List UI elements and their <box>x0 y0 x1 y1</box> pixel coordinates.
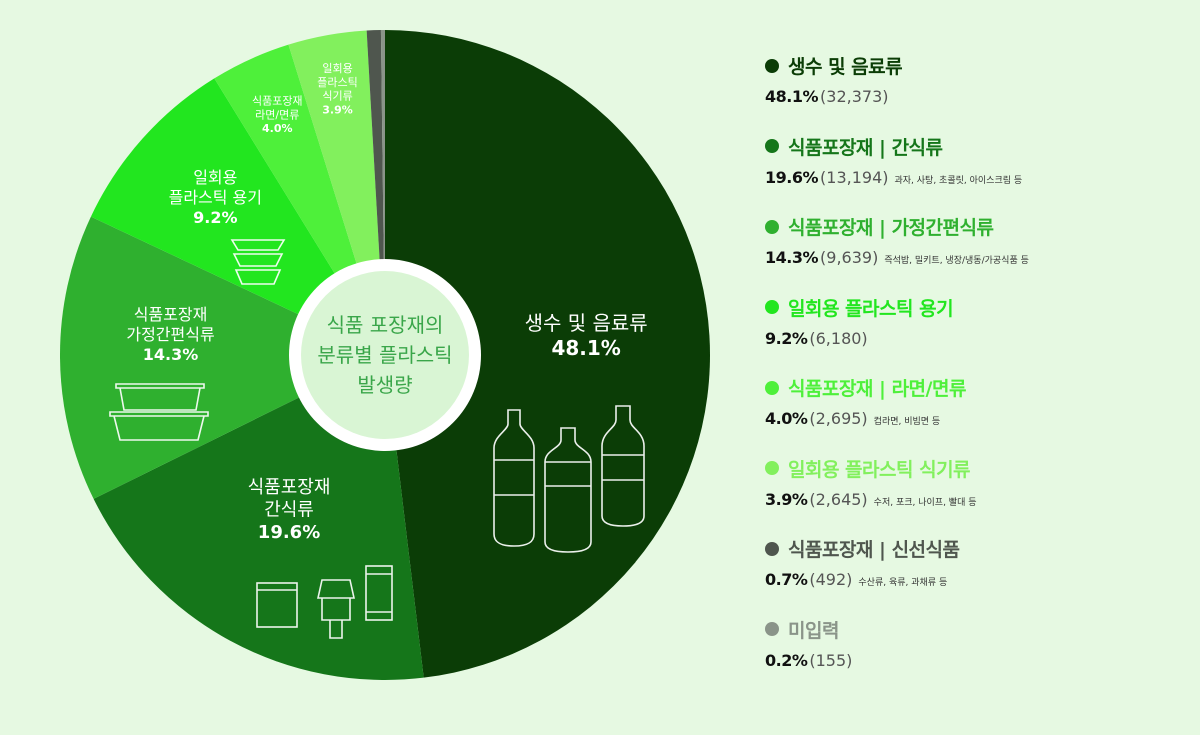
legend-count: (6,180) <box>809 328 868 348</box>
legend-swatch <box>765 139 779 153</box>
bottle-icon <box>544 427 592 553</box>
disposable-bowl-icon <box>230 239 286 285</box>
legend-values: 4.0% (2,695) 컵라면, 비빔면 등 <box>765 409 1195 428</box>
snack-bag-icon <box>256 582 298 628</box>
legend-note: 수저, 포크, 나이프, 빨대 등 <box>873 497 977 508</box>
legend-count: (155) <box>809 650 853 670</box>
legend-label: 생수 및 음료류 <box>788 56 903 78</box>
legend-values: 9.2% (6,180) <box>765 329 1195 348</box>
legend-swatch <box>765 300 779 314</box>
legend-swatch <box>765 380 779 395</box>
legend-title: 식품포장재 | 가정간편식류 <box>765 213 1195 240</box>
legend-count: (2,695) <box>809 409 868 428</box>
legend-label: 식품포장재 | 간식류 <box>788 136 943 159</box>
slice-label: 플라스틱 용기 <box>169 188 262 207</box>
legend-percent: 3.9% <box>765 489 808 509</box>
legend-note: 수산류, 육류, 과채류 등 <box>858 578 948 588</box>
legend-values: 14.3% (9,639) 즉석밥, 밀키트, 냉장/냉동/가공식품 등 <box>765 248 1195 267</box>
slice-label: 간식류 <box>264 500 314 521</box>
legend-item: 일회용 플라스틱 용기 9.2% (6,180) <box>765 294 1195 375</box>
legend-note: 즉석밥, 밀키트, 냉장/냉동/가공식품 등 <box>884 256 1029 266</box>
legend-count: (492) <box>809 570 853 589</box>
legend-values: 19.6% (13,194) 과자, 사탕, 초콜릿, 아이스크림 등 <box>765 168 1195 187</box>
legend-count: (2,645) <box>809 489 868 509</box>
legend-swatch <box>765 58 779 73</box>
bottle-icon <box>493 409 535 547</box>
legend-label: 미입력 <box>788 619 839 642</box>
legend-title: 일회용 플라스틱 식기류 <box>765 455 1195 482</box>
legend-title: 식품포장재 | 간식류 <box>765 133 1195 160</box>
legend-percent: 4.0% <box>765 409 808 428</box>
slice-label: 식품포장재 <box>248 477 331 498</box>
pie-chart: 생수 및 음료류48.1%식품포장재간식류19.6%식품포장재가정간편식류14.… <box>59 30 711 680</box>
legend-percent: 0.2% <box>765 650 808 670</box>
legend-values: 0.7% (492) 수산류, 육류, 과채류 등 <box>765 570 1195 589</box>
legend-label: 식품포장재 | 가정간편식류 <box>788 217 994 239</box>
legend-item: 생수 및 음료류 48.1% (32,373) <box>765 52 1195 133</box>
legend-label: 일회용 플라스틱 용기 <box>788 297 954 320</box>
slice-labels: 생수 및 음료류48.1%식품포장재간식류19.6%식품포장재가정간편식류14.… <box>126 61 647 543</box>
center-label-line-2: 분류별 플라스틱 <box>317 343 452 367</box>
meal-tray-icon <box>109 383 209 441</box>
legend-note: 과자, 사탕, 초콜릿, 아이스크림 등 <box>894 175 1023 186</box>
slice-label: 식품포장재 <box>134 305 208 324</box>
legend-item: 식품포장재 | 가정간편식류 14.3% (9,639) 즉석밥, 밀키트, 냉장/냉… <box>765 213 1195 294</box>
legend-swatch <box>765 541 779 556</box>
legend-percent: 19.6% <box>765 167 819 187</box>
legend-title: 식품포장재 | 신선식품 <box>765 535 1195 562</box>
center-label-line-3: 발생량 <box>357 373 412 397</box>
legend-count: (9,639) <box>820 248 879 267</box>
legend-item: 미입력 0.2% (155) <box>765 616 1195 697</box>
pie-slice <box>385 30 711 678</box>
slice-label: 가정간편식류 <box>126 325 214 344</box>
legend-percent: 0.7% <box>765 570 808 589</box>
slice-label: 식품포장재 <box>252 95 303 108</box>
legend-title: 미입력 <box>765 616 1195 643</box>
snack-pack-icon <box>365 565 393 621</box>
center-hole: 식품 포장재의 분류별 플라스틱 발생량 <box>289 259 481 451</box>
legend-title: 일회용 플라스틱 용기 <box>765 294 1195 321</box>
slice-label: 생수 및 음료류 <box>525 311 648 335</box>
legend-note: 컵라면, 비빔면 등 <box>873 417 941 427</box>
decorative-icons <box>109 239 645 639</box>
slice-label: 19.6% <box>258 522 320 543</box>
ice-cream-icon <box>317 579 355 639</box>
slice-label: 식기류 <box>322 90 352 103</box>
legend-percent: 9.2% <box>765 328 808 348</box>
pie-slice <box>90 78 385 356</box>
legend-label: 식품포장재 | 라면/면류 <box>788 378 966 400</box>
legend-swatch <box>765 622 779 636</box>
slice-label: 4.0% <box>262 122 293 135</box>
legend-swatch <box>765 461 779 475</box>
legend-percent: 48.1% <box>765 87 819 106</box>
legend-item: 일회용 플라스틱 식기류 3.9% (2,645) 수저, 포크, 나이프, 빨대 등 <box>765 455 1195 536</box>
slice-label: 라면/면류 <box>255 108 299 121</box>
slice-label: 9.2% <box>193 208 237 227</box>
slice-label: 14.3% <box>143 345 199 364</box>
slice-label: 48.1% <box>551 336 620 360</box>
legend-title: 식품포장재 | 라면/면류 <box>765 374 1195 401</box>
legend-title: 생수 및 음료류 <box>765 52 1195 79</box>
legend-count: (13,194) <box>820 167 889 187</box>
slice-label: 플라스틱 <box>317 76 357 89</box>
legend-values: 48.1% (32,373) <box>765 87 1195 106</box>
bottle-icon <box>601 405 645 527</box>
slice-label: 3.9% <box>322 103 353 116</box>
legend-percent: 14.3% <box>765 248 819 267</box>
legend-label: 식품포장재 | 신선식품 <box>788 539 960 561</box>
legend-values: 0.2% (155) <box>765 651 1195 670</box>
slice-label: 일회용 <box>322 61 352 75</box>
legend-item: 식품포장재 | 간식류 19.6% (13,194) 과자, 사탕, 초콜릿, 아이스… <box>765 133 1195 214</box>
legend: 생수 및 음료류 48.1% (32,373) 식품포장재 | 간식류 19.6% (13… <box>765 52 1195 696</box>
legend-swatch <box>765 219 779 234</box>
legend-values: 3.9% (2,645) 수저, 포크, 나이프, 빨대 등 <box>765 490 1195 509</box>
pie-slice <box>59 216 385 499</box>
center-label-line-1: 식품 포장재의 <box>327 313 444 337</box>
legend-item: 식품포장재 | 신선식품 0.7% (492) 수산류, 육류, 과채류 등 <box>765 535 1195 616</box>
legend-item: 식품포장재 | 라면/면류 4.0% (2,695) 컵라면, 비빔면 등 <box>765 374 1195 455</box>
legend-count: (32,373) <box>820 87 889 106</box>
slice-label: 일회용 <box>193 168 237 187</box>
legend-label: 일회용 플라스틱 식기류 <box>788 458 971 481</box>
